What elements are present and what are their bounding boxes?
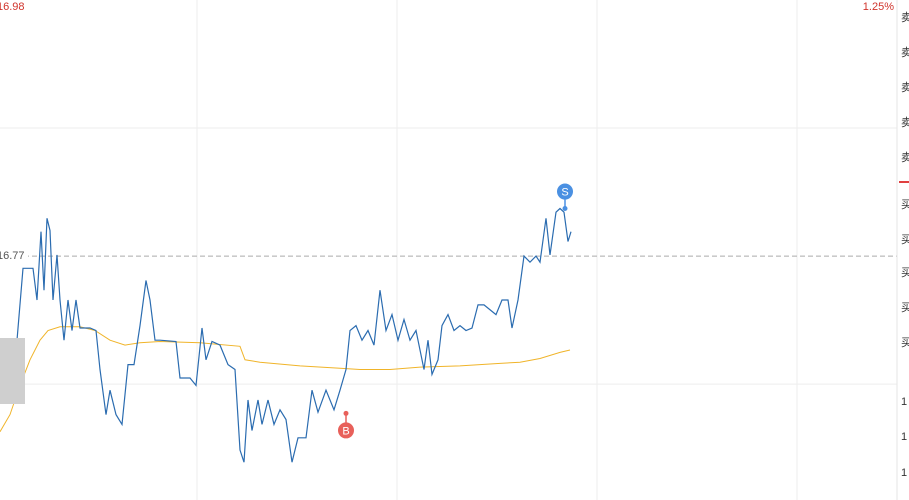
order-book-label: 买	[901, 198, 909, 211]
marker-label: S	[561, 186, 568, 198]
series-line	[0, 207, 572, 463]
order-book-label: 1	[901, 396, 907, 408]
marker-label: B	[342, 425, 349, 437]
prev-close-bg	[0, 249, 28, 264]
order-book-label: 买	[901, 266, 909, 279]
top-price-label: 16.98	[0, 1, 25, 13]
order-book-label: 卖	[901, 11, 909, 24]
marker-dot	[343, 410, 349, 416]
marker-badge	[557, 183, 573, 200]
marker-badge	[338, 422, 354, 439]
order-book-label: 买	[901, 233, 909, 246]
top-pct-label: 1.25%	[863, 1, 894, 13]
trade-marker: S	[557, 183, 573, 212]
order-book-label: 卖	[901, 81, 909, 94]
order-book-label: 1	[901, 467, 907, 479]
marker-dot	[562, 206, 568, 212]
series-line	[0, 326, 571, 432]
order-book-label: 1	[901, 431, 907, 443]
trade-marker: B	[338, 410, 354, 439]
prev-close-label: 16.77	[0, 250, 25, 262]
order-book-label: 买	[901, 301, 909, 314]
order-book-label: 卖	[901, 116, 909, 129]
order-book-label: 卖	[901, 151, 909, 164]
hover-highlight	[0, 338, 25, 404]
order-book-label: 买	[901, 336, 909, 349]
order-book-label: 卖	[901, 46, 909, 59]
